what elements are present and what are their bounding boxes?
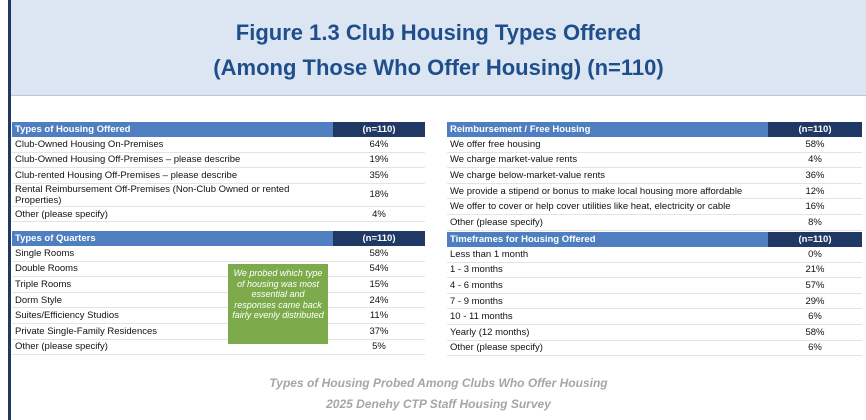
row-value: 58%	[768, 324, 862, 341]
row-value: 6%	[768, 340, 862, 357]
row-value: 6%	[768, 308, 862, 325]
row-value: 12%	[768, 183, 862, 200]
row-value: 58%	[333, 246, 425, 262]
footer-line: Types of Housing Probed Among Clubs Who …	[269, 376, 608, 390]
row-value: 21%	[768, 262, 862, 279]
header-n: (n=110)	[333, 231, 425, 246]
data-table: Timeframes for Housing Offered (n=110) Les…	[447, 232, 862, 357]
table-row: Other (please specify) 5%	[12, 339, 425, 356]
data-table: Reimbursement / Free Housing (n=110) We of…	[447, 122, 862, 231]
row-value: 19%	[333, 152, 425, 169]
table-row: Single Rooms 58%	[12, 246, 425, 262]
footer-line: 2025 Denehy CTP Staff Housing Survey	[326, 397, 551, 411]
header-n: (n=110)	[768, 122, 862, 137]
table-row: Double Rooms 54%	[12, 261, 425, 278]
table-row: 7 - 9 months 29%	[447, 293, 862, 310]
table-row: Club-Owned Housing On-Premises 64%	[12, 137, 425, 153]
frame	[8, 0, 866, 420]
row-value: 18%	[333, 183, 425, 207]
header-label: Types of Quarters	[12, 231, 333, 246]
row-value: 58%	[768, 137, 862, 153]
row-value: 15%	[333, 276, 425, 293]
table-row: Private Single-Family Residences 37%	[12, 323, 425, 340]
table-row: We provide a stipend or bonus to make lo…	[447, 183, 862, 200]
table-row: Rental Reimbursement Off-Premises (Non-C…	[12, 183, 425, 207]
header-row: Reimbursement / Free Housing (n=110)	[447, 122, 862, 137]
row-label: 1 - 3 months	[447, 262, 768, 279]
table-row: We charge market-value rents 4%	[447, 152, 862, 169]
title-line: Figure 1.3 Club Housing Types Offered	[235, 20, 642, 45]
title-line: (Among Those Who Offer Housing) (n=110)	[213, 55, 664, 80]
table-row: Club-rented Housing Off-Premises – pleas…	[12, 167, 425, 184]
table-row: Other (please specify) 8%	[447, 214, 862, 231]
row-label: We offer to cover or help cover utilitie…	[447, 198, 768, 215]
table-row: Other (please specify) 6%	[447, 340, 862, 357]
row-label: Yearly (12 months)	[447, 324, 768, 341]
data-table: Types of Quarters (n=110) Single Rooms 58% D…	[12, 231, 425, 356]
header-row: Timeframes for Housing Offered (n=110)	[447, 232, 862, 247]
row-label: Club-Owned Housing On-Premises	[12, 137, 333, 153]
table-row: 4 - 6 months 57%	[447, 277, 862, 294]
table-row: Triple Rooms 15%	[12, 276, 425, 293]
header-row: Types of Housing Offered (n=110)	[12, 122, 425, 137]
row-label: Club-rented Housing Off-Premises – pleas…	[12, 167, 333, 184]
table-row: Dorm Style 24%	[12, 292, 425, 309]
row-value: 5%	[333, 339, 425, 356]
data-table: Types of Housing Offered (n=110) Club-Owne…	[12, 122, 425, 223]
row-value: 11%	[333, 307, 425, 324]
row-label: Less than 1 month	[447, 247, 768, 263]
row-label: Other (please specify)	[447, 214, 768, 231]
table-row: Club-Owned Housing Off-Premises – please…	[12, 152, 425, 169]
header-n: (n=110)	[333, 122, 425, 137]
header-n: (n=110)	[768, 232, 862, 247]
row-label: Single Rooms	[12, 246, 333, 262]
row-value: 57%	[768, 277, 862, 294]
header-row: Types of Quarters (n=110)	[12, 231, 425, 246]
row-label: We charge market-value rents	[447, 152, 768, 169]
row-value: 37%	[333, 323, 425, 340]
row-value: 54%	[333, 261, 425, 278]
row-value: 64%	[333, 137, 425, 153]
table-row: Yearly (12 months) 58%	[447, 324, 862, 341]
table-row: Other (please specify) 4%	[12, 206, 425, 223]
header-label: Reimbursement / Free Housing	[447, 122, 768, 137]
row-label: We charge below-market-value rents	[447, 167, 768, 184]
row-value: 36%	[768, 167, 862, 184]
header-label: Timeframes for Housing Offered	[447, 232, 768, 247]
table-row: 10 - 11 months 6%	[447, 308, 862, 325]
row-value: 24%	[333, 292, 425, 309]
row-value: 4%	[768, 152, 862, 169]
row-label: Rental Reimbursement Off-Premises (Non-C…	[12, 183, 333, 207]
row-label: Other (please specify)	[447, 340, 768, 357]
row-label: We provide a stipend or bonus to make lo…	[447, 183, 768, 200]
title-band	[11, 0, 866, 96]
row-value: 8%	[768, 214, 862, 231]
row-value: 29%	[768, 293, 862, 310]
row-label: 4 - 6 months	[447, 277, 768, 294]
row-label: Other (please specify)	[12, 206, 333, 223]
row-label: Club-Owned Housing Off-Premises – please…	[12, 152, 333, 169]
table-row: We charge below-market-value rents 36%	[447, 167, 862, 184]
row-value: 4%	[333, 206, 425, 223]
row-label: 7 - 9 months	[447, 293, 768, 310]
row-label: We offer free housing	[447, 137, 768, 153]
row-value: 0%	[768, 247, 862, 263]
table-row: We offer to cover or help cover utilitie…	[447, 198, 862, 215]
table-row: Suites/Efficiency Studios 11%	[12, 307, 425, 324]
header-label: Types of Housing Offered	[12, 122, 333, 137]
callout: We probed which type of housing was most…	[228, 264, 328, 344]
row-label: 10 - 11 months	[447, 308, 768, 325]
table-row: 1 - 3 months 21%	[447, 262, 862, 279]
row-value: 35%	[333, 167, 425, 184]
row-value: 16%	[768, 198, 862, 215]
table-row: Less than 1 month 0%	[447, 247, 862, 263]
table-row: We offer free housing 58%	[447, 137, 862, 153]
